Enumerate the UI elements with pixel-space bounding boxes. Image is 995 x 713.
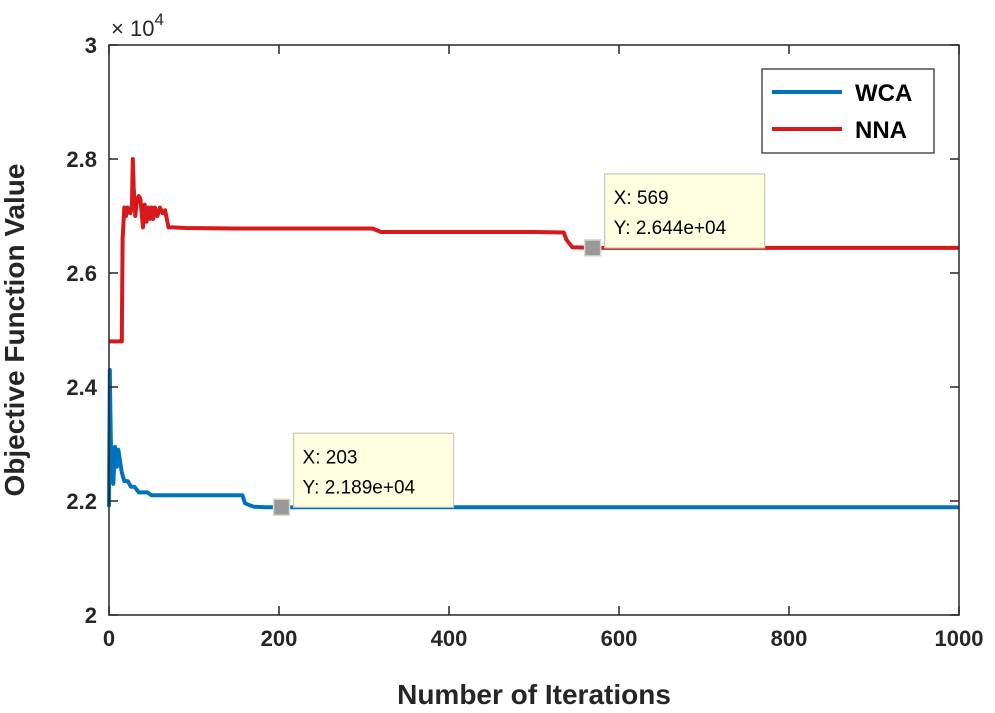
y-tick-label: 2.4 — [66, 375, 97, 400]
y-tick-label: 2.6 — [66, 261, 97, 286]
datatip-wca: X: 203 Y: 2.189e+04 — [272, 432, 455, 517]
y-multiplier: × 104 — [111, 10, 164, 41]
y-tick-label: 2.8 — [66, 147, 97, 172]
annotation-layer: X: 569 Y: 2.644e+04 X: 203 Y: 2.189e+04 — [272, 173, 766, 517]
y-tick-label: 2 — [85, 603, 97, 628]
datatip-x-label: X: 203 — [303, 447, 358, 468]
datatip-marker — [272, 498, 291, 517]
legend: WCA NNA — [761, 68, 935, 154]
datatip-x-label: X: 569 — [614, 188, 669, 209]
tick-layer: 0 200 400 600 800 1000 2 2.2 2.4 2.6 2.8 3 — [66, 33, 983, 651]
series-line-nna — [109, 157, 959, 344]
datatip-y-label: Y: 2.644e+04 — [614, 218, 727, 239]
y-multiplier-base: × 10 — [111, 16, 154, 41]
datatip-marker — [583, 239, 602, 257]
y-axis-label: Objective Function Value — [0, 164, 30, 497]
datatip-box — [292, 432, 455, 508]
datatip-y-label: Y: 2.189e+04 — [303, 477, 416, 498]
legend-box — [761, 68, 935, 154]
datatip-box — [604, 173, 766, 249]
x-tick-label: 800 — [771, 626, 808, 651]
y-tick-label: 3 — [85, 33, 97, 58]
y-tick-label: 2.2 — [66, 489, 97, 514]
x-tick-label: 400 — [431, 626, 468, 651]
x-tick-label: 600 — [601, 626, 638, 651]
legend-label-nna: NNA — [855, 117, 907, 144]
x-axis-label: Number of Iterations — [397, 679, 671, 710]
x-tick-label: 200 — [261, 626, 298, 651]
datatip-nna: X: 569 Y: 2.644e+04 — [583, 173, 766, 257]
series-layer — [107, 157, 959, 510]
x-tick-label: 1000 — [935, 626, 984, 651]
legend-label-wca: WCA — [855, 80, 912, 107]
y-multiplier-exponent: 4 — [154, 10, 163, 29]
x-tick-label: 0 — [103, 626, 115, 651]
plot-frame — [108, 44, 960, 616]
series-line-wca — [107, 367, 959, 510]
